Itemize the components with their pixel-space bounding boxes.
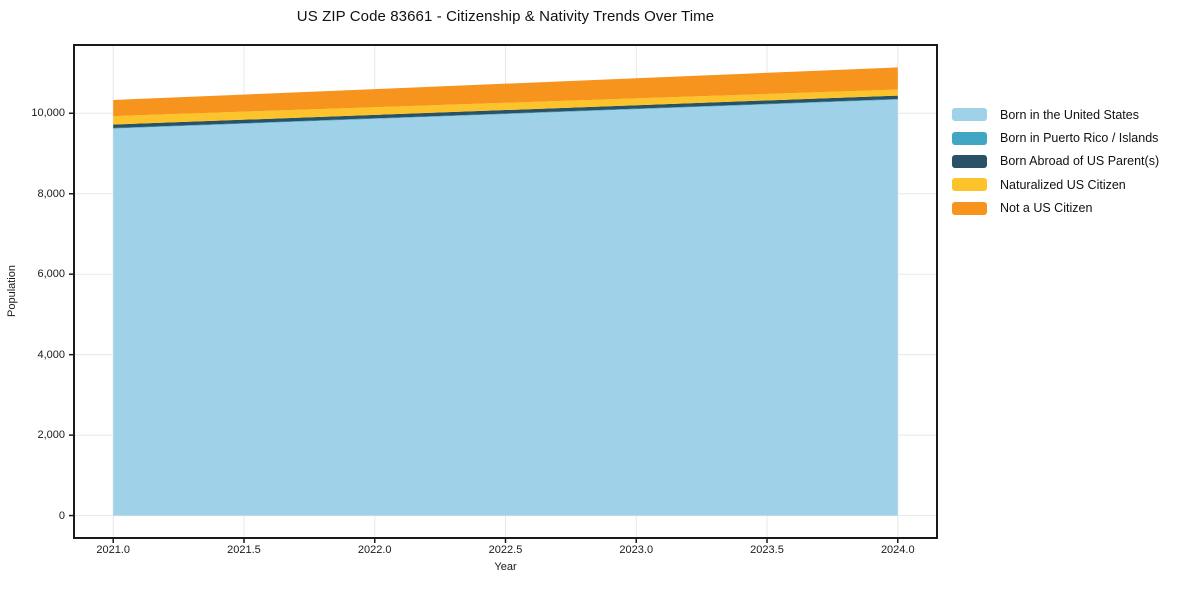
legend-swatch xyxy=(952,154,987,168)
x-tick-label: 2023.5 xyxy=(750,544,784,556)
x-tick-label: 2024.0 xyxy=(880,544,915,556)
legend-item: Born Abroad of US Parent(s) xyxy=(952,150,1159,173)
x-axis-label: Year xyxy=(494,561,517,573)
area-series-0 xyxy=(113,99,898,516)
area-series-4 xyxy=(113,67,898,117)
area-series-3 xyxy=(113,89,898,125)
x-tick-label: 2023.0 xyxy=(619,544,654,556)
y-tick-label: 6,000 xyxy=(37,268,65,281)
x-tick-label: 2021.5 xyxy=(227,544,261,556)
y-tick-label: 10,000 xyxy=(31,107,65,120)
x-tick-label: 2021.0 xyxy=(96,544,131,556)
legend-label: Born Abroad of US Parent(s) xyxy=(1000,154,1160,169)
y-tick-label: 2,000 xyxy=(37,429,65,442)
legend-label: Born in Puerto Rico / Islands xyxy=(1000,131,1159,146)
legend-label: Born in the United States xyxy=(1000,107,1139,122)
y-tick-label: 0 xyxy=(58,509,65,522)
y-axis-label: Population xyxy=(6,265,18,317)
area-series-2 xyxy=(113,95,898,128)
area-series-1 xyxy=(113,99,898,129)
y-tick-label: 4,000 xyxy=(37,348,65,361)
x-tick-label: 2022.5 xyxy=(488,544,523,556)
legend-item: Not a US Citizen xyxy=(952,197,1159,220)
chart-title: US ZIP Code 83661 - Citizenship & Nativi… xyxy=(296,8,715,25)
legend-swatch xyxy=(952,131,987,145)
x-tick-label: 2022.0 xyxy=(357,544,392,556)
legend-label: Not a US Citizen xyxy=(1000,201,1093,216)
legend-label: Naturalized US Citizen xyxy=(1000,177,1126,192)
legend-item: Born in the United States xyxy=(952,103,1159,126)
legend-swatch xyxy=(952,178,987,192)
legend-swatch xyxy=(952,201,987,215)
legend-item: Born in Puerto Rico / Islands xyxy=(952,126,1159,149)
legend-item: Naturalized US Citizen xyxy=(952,173,1159,196)
legend: Born in the United States Born in Puerto … xyxy=(952,103,1159,220)
legend-swatch xyxy=(952,108,987,122)
y-tick-label: 8,000 xyxy=(37,187,65,200)
